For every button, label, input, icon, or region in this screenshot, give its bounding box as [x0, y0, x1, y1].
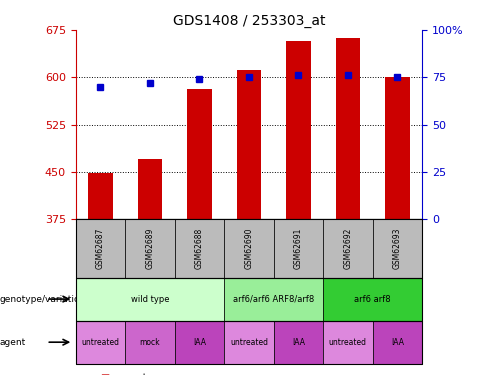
Text: GSM62692: GSM62692 — [344, 228, 352, 269]
Text: IAA: IAA — [193, 338, 206, 346]
Text: GSM62691: GSM62691 — [294, 228, 303, 269]
Text: untreated: untreated — [81, 338, 120, 346]
Text: arf6/arf6 ARF8/arf8: arf6/arf6 ARF8/arf8 — [233, 295, 314, 304]
Title: GDS1408 / 253303_at: GDS1408 / 253303_at — [173, 13, 325, 28]
Text: wild type: wild type — [131, 295, 169, 304]
Text: IAA: IAA — [292, 338, 305, 346]
Bar — [138, 159, 162, 219]
Text: untreated: untreated — [230, 338, 268, 346]
Text: arf6 arf8: arf6 arf8 — [354, 295, 391, 304]
Bar — [336, 38, 360, 219]
Text: GSM62687: GSM62687 — [96, 228, 105, 269]
Text: GSM62693: GSM62693 — [393, 228, 402, 269]
Bar — [286, 41, 311, 219]
Bar — [385, 77, 410, 219]
Bar — [237, 70, 261, 219]
Text: agent: agent — [0, 338, 26, 346]
Text: count: count — [120, 373, 147, 375]
Text: mock: mock — [140, 338, 160, 346]
Text: ■: ■ — [100, 373, 109, 375]
Text: genotype/variation: genotype/variation — [0, 295, 86, 304]
Text: IAA: IAA — [391, 338, 404, 346]
Text: GSM62690: GSM62690 — [244, 228, 253, 269]
Bar — [187, 89, 212, 219]
Text: GSM62688: GSM62688 — [195, 228, 204, 269]
Bar — [88, 172, 113, 219]
Text: untreated: untreated — [329, 338, 367, 346]
Text: GSM62689: GSM62689 — [145, 228, 154, 269]
